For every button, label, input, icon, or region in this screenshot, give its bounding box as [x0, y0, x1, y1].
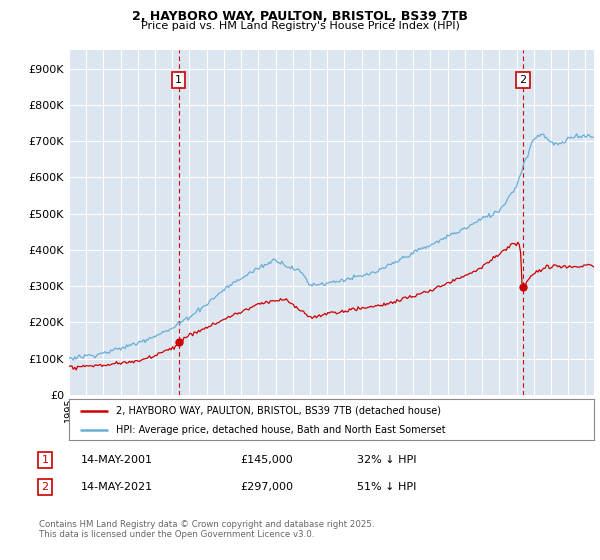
Text: 2: 2 [41, 482, 49, 492]
Text: Contains HM Land Registry data © Crown copyright and database right 2025.
This d: Contains HM Land Registry data © Crown c… [39, 520, 374, 539]
Text: 2, HAYBORO WAY, PAULTON, BRISTOL, BS39 7TB: 2, HAYBORO WAY, PAULTON, BRISTOL, BS39 7… [132, 10, 468, 23]
Text: 14-MAY-2001: 14-MAY-2001 [81, 455, 153, 465]
Text: 1: 1 [175, 74, 182, 85]
Text: £145,000: £145,000 [240, 455, 293, 465]
Text: 2: 2 [520, 74, 527, 85]
Text: 32% ↓ HPI: 32% ↓ HPI [357, 455, 416, 465]
Text: Price paid vs. HM Land Registry's House Price Index (HPI): Price paid vs. HM Land Registry's House … [140, 21, 460, 31]
Text: 1: 1 [41, 455, 49, 465]
Text: £297,000: £297,000 [240, 482, 293, 492]
Text: 51% ↓ HPI: 51% ↓ HPI [357, 482, 416, 492]
Text: 2, HAYBORO WAY, PAULTON, BRISTOL, BS39 7TB (detached house): 2, HAYBORO WAY, PAULTON, BRISTOL, BS39 7… [116, 405, 441, 416]
Text: 14-MAY-2021: 14-MAY-2021 [81, 482, 153, 492]
Text: HPI: Average price, detached house, Bath and North East Somerset: HPI: Average price, detached house, Bath… [116, 424, 446, 435]
